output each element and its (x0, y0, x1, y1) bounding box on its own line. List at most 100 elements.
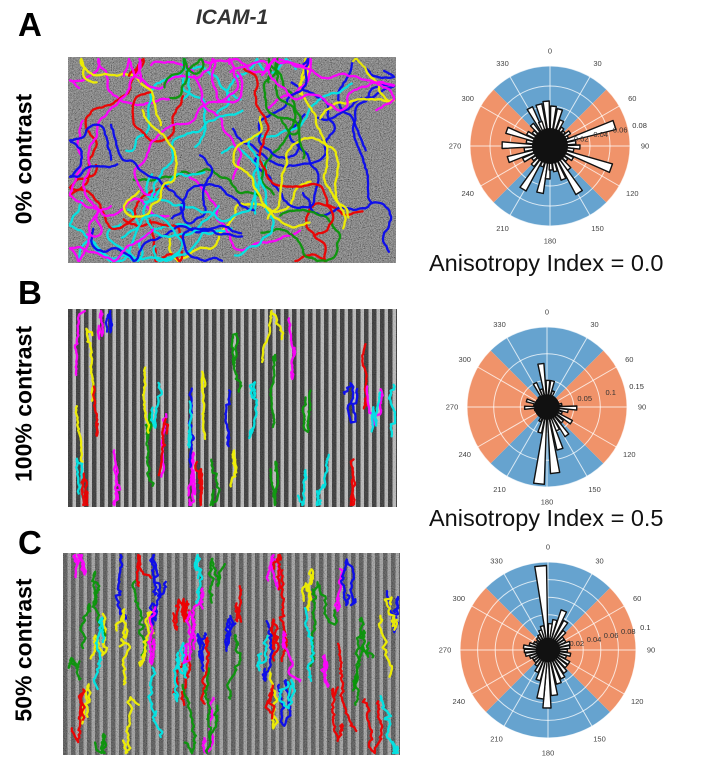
cell-track (104, 309, 114, 334)
rose-grid-spoke (546, 366, 617, 408)
rose-grid-spoke (546, 337, 588, 408)
rose-center-blob (535, 637, 561, 663)
cell-track (73, 309, 86, 377)
cell-track (243, 68, 335, 236)
cell-track (121, 696, 140, 755)
rose-angle-tick-label: 240 (461, 189, 474, 198)
cell-track (92, 385, 99, 437)
cell-track (90, 224, 244, 263)
cell-track (337, 57, 396, 152)
cell-track (264, 684, 276, 720)
cell-track (361, 343, 369, 410)
row-label: 100% contrast (10, 326, 37, 482)
anisotropy-label: Anisotropy Index = 0.5 (429, 505, 664, 531)
rose-angle-tick-label: 210 (493, 485, 506, 494)
cell-track (229, 449, 238, 488)
cell-track (114, 553, 128, 620)
cell-track (72, 553, 88, 579)
rose-angle-tick-label: 330 (493, 320, 506, 329)
rose-plot: 0 30 60 90 120 150 180 210 240 270 300 330 0.02 0.04 0… (423, 538, 673, 762)
rose-angle-tick-label: 30 (595, 556, 603, 565)
cell-track (149, 381, 163, 429)
cell-track (79, 57, 163, 127)
panel-letter: A (18, 6, 42, 43)
cell-track (120, 214, 184, 263)
cell-track (188, 469, 197, 507)
cell-track (311, 581, 339, 626)
cell-track (260, 208, 342, 263)
cell-track (118, 637, 132, 686)
cell-track (266, 136, 350, 220)
cell-track (67, 656, 82, 681)
cell-track (336, 642, 358, 733)
rose-rtick-label: 0.06 (604, 631, 619, 640)
cell-track (330, 686, 344, 743)
rose-rtick-label: 0.04 (587, 635, 602, 644)
cell-track (81, 683, 92, 725)
cell-track (109, 123, 186, 220)
rose-angle-tick-label: 0 (545, 308, 549, 317)
cell-track (300, 568, 315, 612)
cell-track (377, 614, 394, 678)
rose-angle-tick-label: 180 (541, 498, 554, 507)
rose-svg: 0 30 60 90 120 150 180 210 240 270 300 330 0.05 0.1 0.… (446, 308, 646, 507)
cell-track (278, 678, 297, 710)
cell-track (200, 370, 207, 441)
cell-track (74, 405, 84, 463)
cell-track (358, 616, 375, 659)
cell-track (224, 614, 237, 653)
micrograph (63, 553, 400, 755)
cell-track (333, 567, 345, 612)
cell-track (181, 683, 198, 755)
cell-track (194, 460, 204, 507)
cell-track (79, 603, 92, 650)
rose-bar (532, 406, 548, 485)
cell-track (230, 332, 243, 393)
cell-track (294, 202, 364, 263)
cell-track (187, 451, 196, 497)
cell-track (342, 382, 359, 424)
cell-track (281, 630, 302, 683)
panel-letter: C (18, 524, 42, 561)
cell-track (200, 636, 211, 705)
cell-track (319, 57, 396, 120)
cell-track (163, 57, 205, 100)
rose-angle-tick-label: 30 (593, 59, 601, 68)
cell-track (193, 553, 204, 605)
cell-track (301, 389, 312, 433)
rose-grid-spoke (477, 406, 548, 448)
cell-track (272, 553, 283, 591)
cell-track (68, 119, 170, 218)
cell-track (114, 608, 129, 640)
cell-track (150, 60, 243, 180)
rose-angle-tick-label: 150 (588, 485, 601, 494)
cell-track (112, 449, 122, 507)
cell-track (68, 57, 145, 192)
cell-track (349, 458, 357, 507)
micrograph (68, 57, 396, 263)
cell-track (276, 679, 292, 727)
rose-grid-spoke (477, 366, 548, 408)
cell-track (255, 634, 269, 672)
cell-track (287, 317, 297, 381)
cell-track (157, 417, 170, 477)
cell-track (182, 610, 197, 665)
row-label: 50% contrast (10, 578, 37, 722)
cell-track (387, 383, 397, 438)
cell-track (352, 636, 362, 706)
cell-track (143, 109, 244, 204)
micrograph-svg (63, 553, 400, 755)
rose-angle-tick-label: 300 (458, 355, 471, 364)
cell-track (267, 668, 279, 730)
rose-angle-tick-label: 120 (631, 697, 644, 706)
cell-track (149, 553, 162, 599)
cell-track (187, 400, 193, 449)
rose-rtick-label: 0.06 (613, 125, 628, 134)
rose-rtick-label: 0.02 (569, 639, 584, 648)
cell-track (269, 460, 280, 507)
rose-angle-tick-label: 90 (641, 142, 649, 151)
cell-track (296, 468, 308, 507)
anisotropy-label: Anisotropy Index = 0.0 (429, 250, 664, 276)
rose-angle-tick-label: 90 (647, 646, 655, 655)
